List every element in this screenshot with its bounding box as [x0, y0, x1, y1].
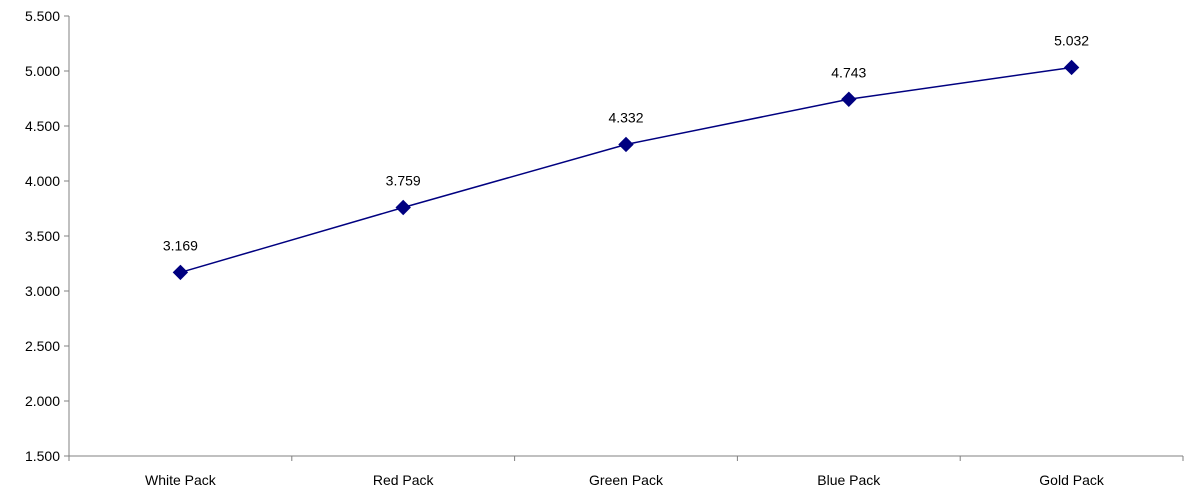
data-point-marker: [1063, 59, 1080, 76]
data-label: 5.032: [1054, 32, 1089, 48]
series-line: [180, 66, 1072, 274]
y-tick-label: 5.500: [25, 8, 60, 24]
x-tick-label: Gold Pack: [1039, 472, 1105, 488]
x-tick-label: White Pack: [145, 472, 217, 488]
data-point-marker: [841, 91, 857, 107]
y-tick-label: 1.500: [25, 448, 60, 464]
axes: 1.500 2.000 2.500 3.000 3.500 4.000 4.500 5.000…: [25, 8, 1184, 488]
y-tick-label: 4.500: [25, 118, 60, 134]
x-tick-label: Blue Pack: [817, 472, 881, 488]
y-tick-label: 2.000: [25, 393, 60, 409]
data-label: 3.169: [163, 237, 198, 253]
data-point-marker: [172, 264, 189, 281]
y-tick-label: 5.000: [25, 63, 60, 79]
data-point-marker: [395, 199, 411, 216]
y-tick-label: 3.500: [25, 228, 60, 244]
y-tick-label: 2.500: [25, 338, 60, 354]
data-label: 4.332: [608, 109, 643, 125]
labels-layer: 3.169 3.759 4.332 4.743 5.032: [163, 32, 1089, 253]
data-point-marker: [618, 136, 634, 153]
data-label: 3.759: [386, 173, 421, 189]
x-tick-label: Red Pack: [373, 472, 435, 488]
x-tick-label: Green Pack: [589, 472, 664, 488]
y-tick-label: 4.000: [25, 173, 60, 189]
data-label: 4.743: [831, 64, 866, 80]
y-tick-label: 3.000: [25, 283, 60, 299]
series-layer: [172, 59, 1080, 281]
